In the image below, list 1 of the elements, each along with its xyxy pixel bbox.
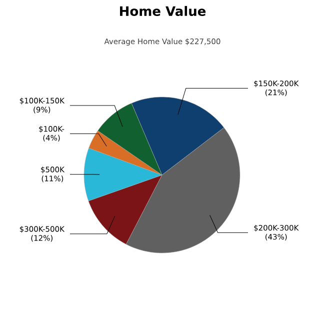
chart-title: Home Value bbox=[120, 6, 206, 16]
